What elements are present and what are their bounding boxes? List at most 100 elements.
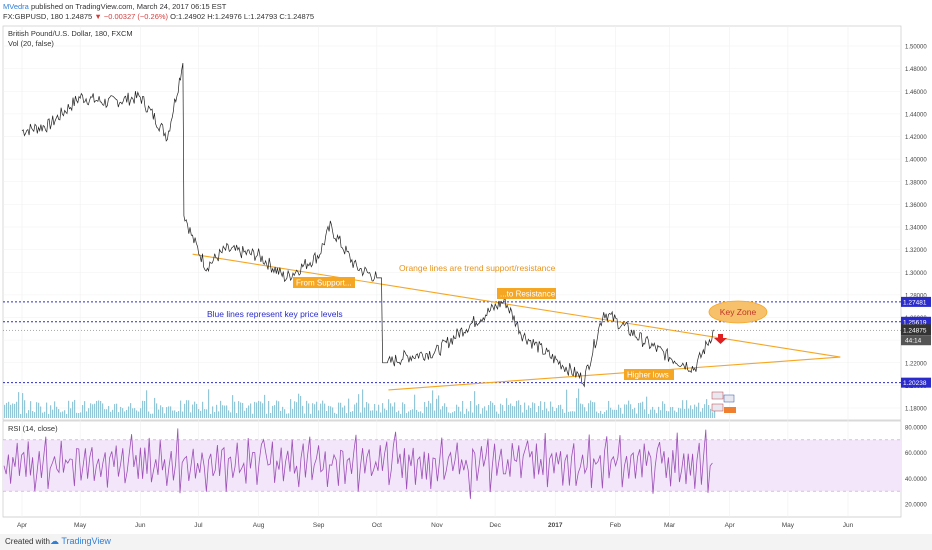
volume-bar [160,405,162,418]
volume-bar [270,412,272,418]
volume-bar [394,402,396,418]
volume-bar [164,413,166,418]
volume-legend: Vol (20, false) [8,39,54,48]
price-line [21,62,715,388]
volume-bar [116,403,118,418]
volume-bar [568,411,570,418]
volume-bar [278,401,280,418]
volume-bar [296,402,298,418]
volume-bar [490,401,492,418]
tradingview-logo[interactable]: ☁ TradingView [50,536,111,546]
chart-frame[interactable]: 1.180001.200001.220001.240001.260001.280… [0,22,932,534]
volume-bar [246,408,248,418]
rsi-tick-label: 40.0000 [905,477,927,483]
price-tick-label: 1.50000 [905,45,927,51]
volume-bar [634,407,636,418]
time-tick-label: Jun [843,522,854,529]
price-tick-label: 1.40000 [905,158,927,164]
volume-bar [546,408,548,418]
volume-bar [338,402,340,418]
price-pane [2,25,902,421]
volume-bar [14,403,16,418]
volume-bar [366,402,368,418]
volume-bar [584,407,586,418]
volume-bar [522,412,524,418]
from-support-box [293,277,355,288]
volume-bar [594,402,596,418]
time-tick-label: 2017 [548,522,563,529]
time-tick-label: Sep [313,522,325,529]
volume-bar [438,395,440,418]
volume-bar [606,410,608,418]
flag-uk-icon [711,391,724,400]
volume-bar [396,412,398,418]
volume-bar [10,404,12,418]
volume-bar [668,411,670,418]
volume-bar [64,410,66,418]
volume-bar [488,405,490,418]
volume-bar [26,413,28,418]
volume-bar [60,412,62,418]
volume-bar [18,392,20,418]
volume-bar [662,401,664,418]
volume-bar [708,404,710,418]
volume-bar [52,409,54,418]
current-price-tag [901,324,931,336]
volume-bar [660,410,662,418]
volume-bar [670,407,672,418]
volume-bar [690,405,692,418]
volume-bar [260,401,262,418]
volume-bar [86,411,88,418]
volume-bar [468,411,470,418]
volume-bar [500,403,502,418]
volume-bar [588,403,590,418]
volume-bar [306,400,308,418]
volume-bar [388,399,390,418]
volume-bar [540,401,542,418]
volume-bar [180,400,182,418]
volume-bar [492,402,494,418]
volume-bar [508,404,510,418]
volume-bar [538,405,540,418]
volume-bar [252,413,254,418]
volume-bar [150,413,152,418]
volume-bar [626,404,628,418]
volume-bar [256,402,258,418]
volume-bar [446,406,448,418]
volume-bar [72,401,74,418]
volume-bar [664,403,666,418]
volume-bar [340,402,342,418]
symbol-text: FX:GBPUSD, 180 1.24875 [3,12,93,21]
volume-bar [436,398,438,418]
level-labels: 1.27481 1.25619 1.20238 1.24875 44:14 [901,296,931,388]
volume-bar [314,404,316,418]
to-resistance-box [497,288,556,299]
volume-bar [66,413,68,418]
volume-bar [520,404,522,418]
price-tick-label: 1.34000 [905,226,927,232]
volume-bar [642,401,644,418]
volume-bar [560,404,562,418]
volume-bar [200,410,202,418]
volume-bar [450,413,452,418]
author-link[interactable]: MVedra [3,2,29,11]
volume-bar [212,406,214,418]
volume-bar [172,410,174,418]
price-chart[interactable]: 1.180001.200001.220001.240001.260001.280… [0,22,932,534]
volume-bar [580,403,582,418]
volume-bar [38,402,40,418]
volume-bar [30,401,32,418]
volume-bar [386,410,388,418]
volume-bar [6,402,8,418]
volume-bar [174,410,176,418]
volume-bar [482,408,484,418]
volume-bar [466,408,468,418]
volume-bar [284,409,286,418]
volume-bar [76,412,78,418]
higher-lows-box [624,369,674,380]
volume-bar [74,399,76,418]
volume-bar [302,405,304,418]
volume-bar [84,401,86,418]
price-tick-label: 1.30000 [905,271,927,277]
volume-bar [316,401,318,418]
